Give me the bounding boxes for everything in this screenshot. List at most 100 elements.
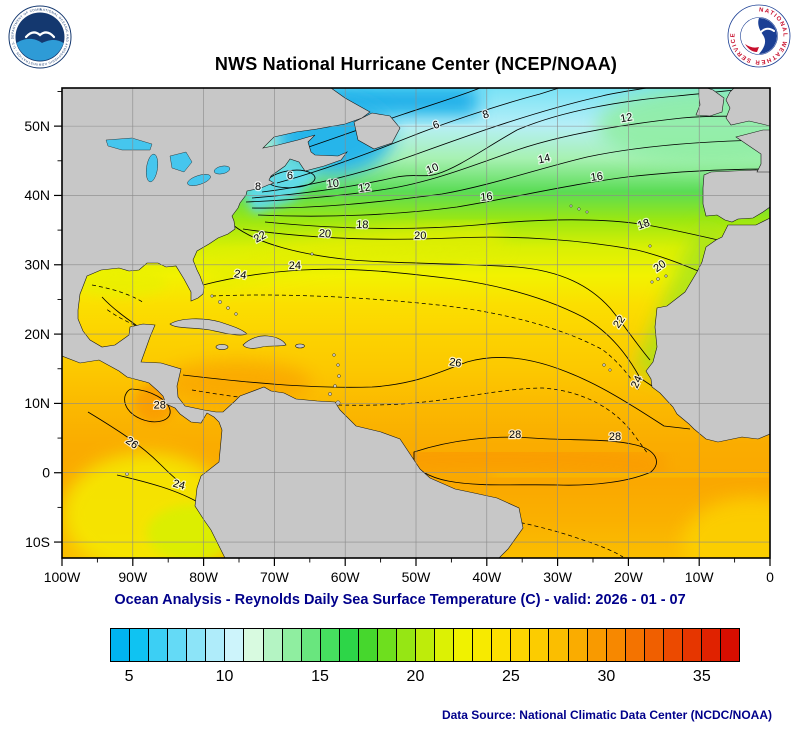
contour-label: 8 [255, 181, 261, 193]
contour-label: 20 [318, 228, 331, 241]
page-title: NWS National Hurricane Center (NCEP/NOAA… [214, 54, 618, 74]
colorbar-segment [167, 629, 187, 661]
axis-tick-labels: 100W 90W 80W 70W 60W 50W 40W 30W 20W 10W 0 50N 40N 30… [24, 118, 774, 585]
colorbar-tick-label: 5 [124, 668, 134, 685]
nws-logo: NATIONAL WEATHER SERVICE [727, 4, 791, 68]
colorbar-segment [281, 629, 301, 661]
colorbar-segment [605, 629, 625, 661]
colorbar-segment [529, 629, 549, 661]
lat-axis-label: 10N [24, 395, 50, 411]
colorbar-tick-label: 25 [502, 668, 520, 685]
lat-axis-label: 50N [24, 118, 50, 134]
lat-axis-label: 40N [24, 187, 50, 203]
jamaica-island [215, 344, 229, 350]
contour-label: 24 [171, 478, 186, 493]
newfoundland-island [353, 112, 401, 150]
lon-axis-label: 10W [685, 569, 715, 585]
noaa-logo: NATIONAL OCEANIC AND ATMOSPHERIC ADMINIS… [8, 5, 72, 69]
colorbar-segment [243, 629, 263, 661]
contour-label: 28 [154, 399, 166, 411]
colorbar-segment [720, 629, 740, 661]
colorbar-segment [700, 629, 720, 661]
africa-landmass [645, 217, 770, 443]
contour-label: 28 [509, 429, 521, 441]
colorbar-segment [662, 629, 682, 661]
colorbar-segment [186, 629, 206, 661]
colorbar-tick-label: 35 [692, 668, 711, 685]
france-landmass [735, 129, 770, 173]
colorbar-tick-labels: 5 10 15 20 25 30 35 [110, 668, 740, 690]
lon-axis-label: 50W [402, 569, 432, 585]
colorbar-segment [434, 629, 454, 661]
landmasses [62, 88, 770, 558]
colorbar-segment [319, 629, 339, 661]
contour-label: 10 [425, 161, 441, 177]
colorbar-segment [129, 629, 149, 661]
contour-label: 18 [356, 219, 369, 232]
contour-label: 6 [287, 170, 293, 182]
colorbar-segment [548, 629, 568, 661]
colorbar-segment [338, 629, 358, 661]
colorbar-segment [415, 629, 435, 661]
contour-label: 12 [619, 111, 633, 125]
noaa-sea-shape [16, 38, 64, 61]
colorbar-segment [472, 629, 492, 661]
colorbar-tick-label: 20 [406, 668, 425, 685]
colorbar-segment [224, 629, 244, 661]
contour-label: 28 [609, 431, 621, 443]
latlon-grid [62, 88, 770, 558]
colorbar-segment [567, 629, 587, 661]
colorbar-segment [681, 629, 701, 661]
britain-island [725, 88, 770, 127]
colorbar-segment [643, 629, 663, 661]
colorbar-tick-label: 30 [597, 668, 616, 685]
contour-label: 16 [590, 170, 604, 184]
colorbar-segment [491, 629, 511, 661]
iberia-landmass [702, 169, 770, 223]
lat-axis-label: 20N [24, 326, 50, 342]
lon-axis-label: 80W [189, 569, 219, 585]
nws-red-swoosh [745, 44, 759, 52]
lon-axis-label: 100W [44, 569, 81, 585]
colorbar-segment [624, 629, 644, 661]
great-lakes [105, 137, 231, 186]
contour-label: 16 [480, 191, 493, 204]
colorbar-segment [111, 629, 130, 661]
lon-axis-label: 0 [766, 569, 774, 585]
americas-landmass [62, 88, 524, 558]
colorbar-segment [300, 629, 320, 661]
colorbar-segment [205, 629, 225, 661]
colorbar-segment [262, 629, 282, 661]
map-frame [61, 87, 771, 559]
colorbar-segment [376, 629, 396, 661]
data-source-credit: Data Source: National Climatic Data Cent… [441, 708, 772, 722]
lat-axis-label: 30N [24, 257, 50, 273]
colorbar-segment [453, 629, 473, 661]
colorbar-tick-label: 15 [311, 668, 329, 685]
contour-label: 20 [414, 230, 426, 242]
colorbar-segment [586, 629, 606, 661]
ireland-island [695, 88, 725, 117]
colorbar-segment [148, 629, 168, 661]
noaa-gull-icon [24, 31, 56, 39]
nws-gull-icon [760, 27, 775, 33]
small-islands [125, 204, 668, 476]
lat-axis-label: 0 [42, 465, 50, 481]
lon-axis-label: 60W [331, 569, 361, 585]
puerto-rico-island [295, 343, 305, 349]
contour-label: 14 [537, 152, 551, 166]
lon-axis-label: 40W [472, 569, 502, 585]
lon-axis-label: 30W [543, 569, 573, 585]
lon-axis-label: 20W [614, 569, 644, 585]
hispaniola-island [242, 335, 287, 349]
lon-axis-label: 70W [260, 569, 290, 585]
contour-label: 26 [448, 356, 462, 370]
contour-label: 24 [233, 268, 247, 282]
nws-globe-shape [758, 18, 777, 54]
colorbar-segment [357, 629, 377, 661]
contour-label: 24 [289, 260, 301, 272]
sst-colorbar [110, 628, 740, 662]
lat-axis-label: 10S [25, 534, 50, 550]
